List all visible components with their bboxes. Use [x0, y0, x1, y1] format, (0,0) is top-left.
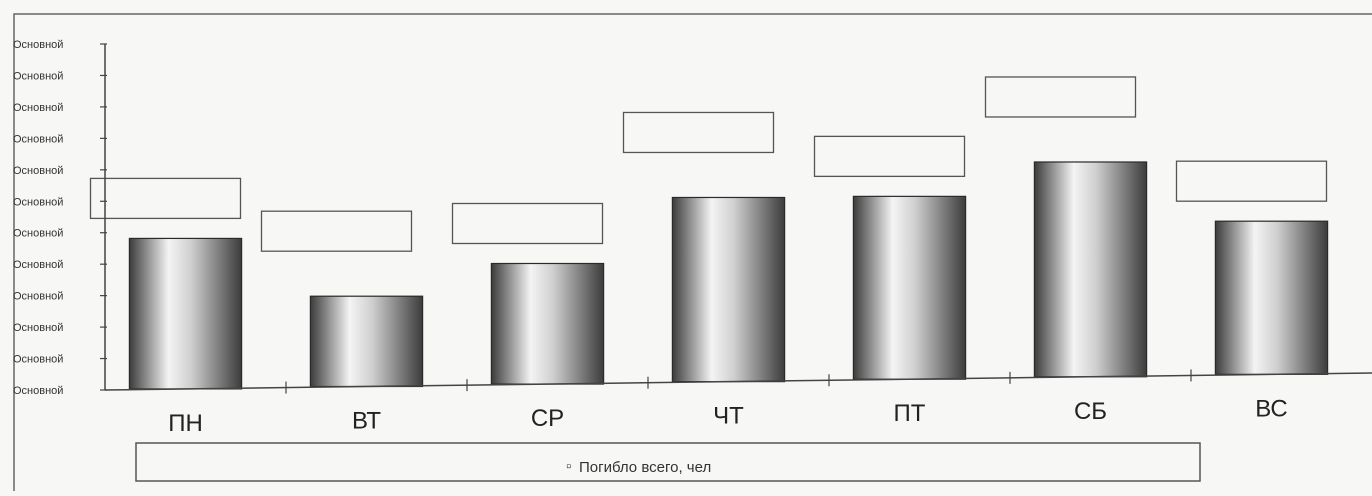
data-label-frame	[813, 135, 966, 178]
bar	[852, 195, 967, 380]
legend-label: Погибло всего, чел	[579, 459, 711, 476]
y-tick-label: Основной	[13, 165, 63, 177]
x-tick-label: ПН	[168, 410, 203, 437]
y-tick-label: Основной	[13, 322, 63, 334]
legend-box	[135, 442, 1201, 482]
y-tick-label: Основной	[13, 196, 63, 208]
data-label-boxes	[89, 76, 1328, 252]
data-label-frame	[984, 76, 1137, 118]
y-tick-label: Основной	[13, 70, 63, 82]
y-tick-label: Основной	[13, 354, 63, 366]
y-tick-label: Основной	[13, 259, 63, 271]
bar	[490, 262, 605, 385]
x-axis-line	[104, 372, 1372, 391]
y-tick-label: Основной	[13, 39, 63, 51]
x-tick-label: ВС	[1255, 395, 1288, 422]
x-tick-label: ВТ	[352, 407, 381, 434]
y-tick-label: Основной	[13, 385, 63, 397]
data-label-frame	[1175, 160, 1328, 202]
plot-frame	[13, 13, 1372, 496]
y-tick-label: Основной	[13, 291, 63, 303]
bar	[309, 295, 424, 388]
y-tick-label: Основной	[13, 102, 63, 114]
x-tick-label: СР	[531, 405, 564, 432]
bar	[1033, 161, 1148, 378]
x-tick-label: СБ	[1074, 398, 1107, 425]
data-label-frame	[260, 210, 413, 252]
bar	[128, 237, 243, 390]
legend-symbol: ▫	[566, 458, 571, 475]
data-label-frame	[622, 111, 775, 154]
x-tick-label: ЧТ	[713, 403, 744, 430]
legend: ▫ Погибло всего, чел	[135, 442, 1201, 482]
bar	[671, 196, 786, 383]
bars-layer	[128, 161, 1329, 390]
y-tick-label: Основной	[13, 228, 63, 240]
data-label-frame	[451, 202, 604, 245]
data-label-frame	[89, 177, 242, 220]
axes: Основной Основной Основной Основной Основной…	[13, 39, 1372, 437]
y-tick-label: Основной	[13, 133, 63, 145]
bar	[1214, 220, 1329, 375]
x-tick-label: ПТ	[894, 400, 926, 427]
